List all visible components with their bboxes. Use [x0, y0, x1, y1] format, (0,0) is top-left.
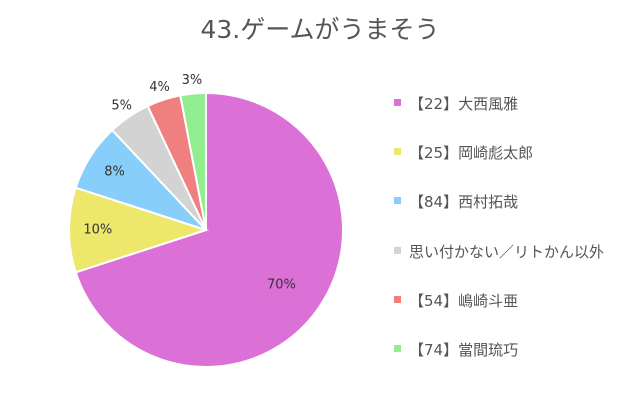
pie-slice-label-4: 4%: [149, 80, 170, 95]
legend-swatch-2: [394, 197, 401, 205]
pie-slice-label-3: 5%: [111, 98, 132, 113]
legend-label-5: 【74】當間琉巧: [409, 340, 519, 359]
pie-slice-label-1: 10%: [83, 223, 112, 238]
legend-swatch-0: [394, 99, 401, 106]
pie-slice-label-2: 8%: [104, 165, 125, 180]
legend-swatch-1: [394, 148, 401, 156]
legend-item-0: 【22】大西風雅: [392, 93, 604, 142]
pie-slice-5: [179, 91, 207, 231]
legend-swatch-5: [394, 344, 401, 352]
legend-swatch-4: [394, 295, 401, 303]
pie-slice-1: [68, 186, 210, 274]
chart-title: 43.ゲームがうまそう: [200, 15, 440, 44]
pie-slice-label-5: 3%: [182, 73, 203, 88]
legend-label-2: 【84】西村拓哉: [409, 193, 519, 212]
pie-slice-label-0: 70%: [267, 277, 296, 292]
legend-swatch-3: [394, 246, 401, 254]
pie-slice-0: [74, 91, 344, 368]
legend-label-1: 【25】岡崎彪太郎: [409, 144, 534, 163]
legend-label-3: 思い付かない／リトかん以外: [409, 242, 605, 261]
legend-item-5: 【74】當間琉巧: [392, 339, 604, 388]
legend-item-1: 【25】岡崎彪太郎: [392, 142, 604, 191]
legend: 【22】大西風雅 【25】岡崎彪太郎 【84】西村拓哉思い付かない／リトかん以外 【5…: [392, 93, 604, 388]
legend-label-0: 【22】大西風雅: [409, 95, 519, 113]
legend-item-3: 思い付かない／リトかん以外: [392, 241, 604, 290]
legend-label-4: 【54】嶋崎斗亜: [409, 291, 519, 310]
legend-item-2: 【84】西村拓哉: [392, 191, 604, 240]
legend-item-4: 【54】嶋崎斗亜: [392, 290, 604, 339]
